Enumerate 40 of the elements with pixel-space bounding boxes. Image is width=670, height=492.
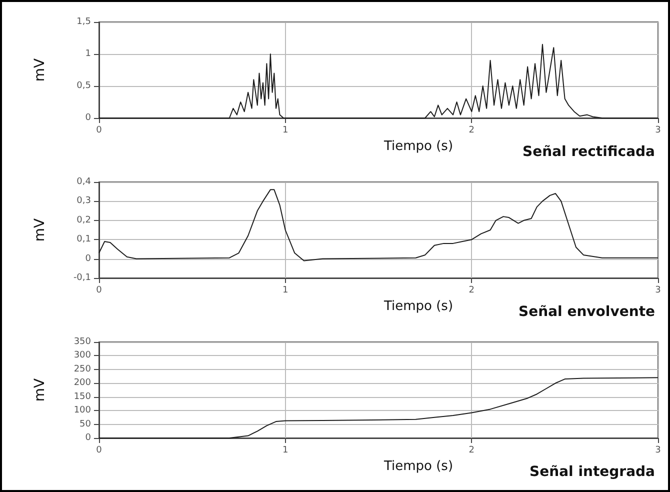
y-tick-label: 250 bbox=[74, 364, 92, 374]
x-axis-title: Tiempo (s) bbox=[382, 459, 454, 474]
x-tick-label: 1 bbox=[282, 446, 288, 456]
y-axis-title: mV bbox=[32, 58, 48, 82]
y-tick-label: 0,4 bbox=[76, 177, 92, 187]
x-tick-label: 3 bbox=[655, 126, 661, 136]
y-tick-label: 1,5 bbox=[76, 17, 91, 27]
x-tick-label: 1 bbox=[282, 286, 288, 296]
y-tick-label: 0,5 bbox=[76, 81, 91, 91]
x-tick-label: 2 bbox=[468, 126, 475, 136]
y-tick-label: 100 bbox=[74, 406, 92, 416]
x-tick-label: 0 bbox=[96, 286, 102, 296]
y-tick-label: 350 bbox=[74, 337, 92, 347]
y-tick-label: -0,1 bbox=[73, 273, 91, 283]
x-tick-label: 0 bbox=[96, 446, 102, 456]
y-tick-label: 0,3 bbox=[76, 196, 91, 206]
text: Señal rectificada bbox=[522, 144, 656, 160]
y-tick-label: 0 bbox=[85, 254, 92, 264]
x-tick-label: 1 bbox=[282, 126, 288, 136]
y-axis-title: mV bbox=[32, 378, 48, 402]
y-tick-label: 50 bbox=[80, 419, 92, 430]
y-tick-label: 0 bbox=[85, 433, 92, 443]
text: Señal envolvente bbox=[518, 304, 656, 320]
y-tick-label: 150 bbox=[74, 392, 92, 402]
y-tick-label: 300 bbox=[74, 350, 92, 361]
x-axis-title: Tiempo (s) bbox=[382, 139, 454, 154]
x-tick-label: 3 bbox=[655, 446, 661, 456]
y-tick-label: 0 bbox=[85, 113, 92, 123]
y-axis-title: mV bbox=[32, 218, 48, 242]
y-tick-label: 1 bbox=[85, 49, 91, 59]
x-tick-label: 2 bbox=[468, 286, 475, 296]
x-tick-label: 2 bbox=[468, 446, 475, 456]
line-series bbox=[98, 189, 658, 262]
y-tick-label: 200 bbox=[74, 378, 92, 388]
text: Señal integrada bbox=[530, 464, 656, 480]
x-tick-label: 3 bbox=[655, 286, 661, 296]
x-tick-label: 0 bbox=[96, 126, 102, 136]
y-tick-label: 0,2 bbox=[76, 215, 91, 226]
y-tick-label: 0,1 bbox=[76, 234, 91, 245]
x-axis-title: Tiempo (s) bbox=[382, 299, 454, 314]
